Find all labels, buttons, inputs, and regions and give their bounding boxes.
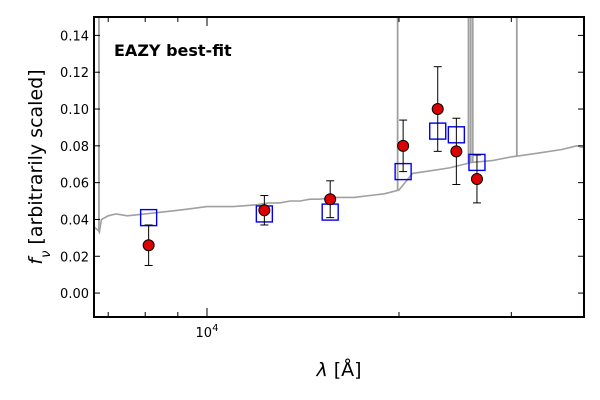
observed-flux-point <box>470 154 483 204</box>
y-axis-label-symbol: f <box>25 255 47 265</box>
y-tick-label: 0.10 <box>60 103 89 118</box>
y-tick-label: 0.14 <box>60 29 89 44</box>
observed-flux-point <box>142 224 155 266</box>
observed-flux-marker <box>431 103 444 116</box>
observed-flux-point <box>431 66 444 152</box>
template-sed-line <box>94 144 584 235</box>
y-axis-label-subscript: ν <box>39 251 54 258</box>
y-tick-label: 0.04 <box>60 213 89 228</box>
y-tick-label: 0.12 <box>60 66 89 81</box>
observed-flux-point <box>397 119 410 173</box>
y-axis-label: fν [arbitrarily scaled] <box>25 69 54 264</box>
template-layer <box>94 17 584 235</box>
axes-layer: 0.00 0.02 0.04 0.06 0.08 0.10 0.12 0.14 104 <box>60 17 584 341</box>
y-tick-label: 0.00 <box>60 287 89 302</box>
observed-flux-marker <box>470 172 483 185</box>
observed-flux-point <box>258 195 271 226</box>
y-tick-label: 0.08 <box>60 140 89 155</box>
x-axis-label: λ [Å] <box>315 358 361 381</box>
observed-flux-point <box>324 180 337 219</box>
observed-flux-marker <box>397 139 410 152</box>
plot-frame <box>93 16 585 318</box>
x-axis-label-symbol: λ <box>315 359 327 381</box>
x-tick-label: 104 <box>196 323 219 341</box>
fit-annotation: EAZY best-fit <box>114 41 232 60</box>
markers-layer <box>139 66 486 266</box>
observed-flux-marker <box>450 145 463 158</box>
svg-text:fν [arbitrarily scaled]: fν [arbitrarily scaled] <box>25 69 54 264</box>
observed-flux-marker <box>142 239 155 252</box>
model-flux-box <box>139 208 158 227</box>
x-axis-label-text: [Å] <box>328 358 362 381</box>
observed-flux-point <box>450 117 463 185</box>
y-tick-label: 0.06 <box>60 177 89 192</box>
observed-flux-marker <box>324 193 337 206</box>
observed-flux-marker <box>258 204 271 217</box>
y-tick-label: 0.02 <box>60 250 89 265</box>
plot-area: 0.00 0.02 0.04 0.06 0.08 0.10 0.12 0.14 104 EAZY… <box>60 16 585 341</box>
y-axis-label-text: [arbitrarily scaled] <box>25 69 47 250</box>
